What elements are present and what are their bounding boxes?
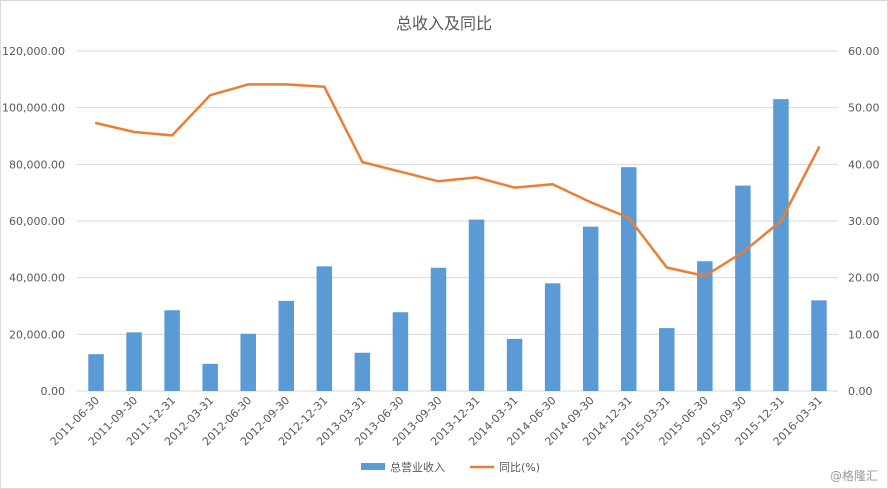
right-tick-label: 10.00	[848, 328, 880, 341]
revenue-bar	[202, 363, 218, 391]
yoy-line	[94, 83, 821, 278]
right-tick-label: 50.00	[848, 102, 880, 115]
revenue-bar	[506, 338, 523, 391]
watermark: @格隆汇	[830, 468, 878, 483]
revenue-bar	[468, 219, 485, 391]
revenue-bar	[697, 261, 713, 391]
yoy-point	[589, 201, 592, 204]
revenue-bar	[811, 300, 827, 391]
x-axis-ticks: 2011-06-302011-09-302011-12-312012-03-31…	[48, 394, 825, 448]
left-tick-label: 60,000.00	[9, 215, 65, 228]
legend-swatch-revenue	[361, 463, 385, 470]
right-axis-ticks: 0.00 10.00 20.00 30.00 40.00 50.00 60.00	[848, 45, 880, 398]
right-tick-label: 60.00	[848, 45, 880, 58]
left-tick-label: 0.00	[41, 385, 66, 398]
yoy-point	[665, 266, 668, 269]
yoy-point	[817, 146, 821, 149]
revenue-bar	[316, 266, 333, 391]
revenue-bar	[544, 283, 561, 391]
left-tick-label: 80,000.00	[9, 158, 65, 171]
legend-label-revenue: 总营业收入	[390, 460, 445, 474]
yoy-point	[779, 219, 783, 223]
yoy-point	[94, 121, 98, 125]
yoy-point	[247, 83, 250, 86]
revenue-bar	[735, 185, 751, 391]
revenue-bar	[659, 328, 675, 391]
yoy-point	[399, 170, 402, 173]
yoy-point	[361, 160, 364, 164]
gridlines	[77, 50, 838, 392]
revenue-bar	[240, 333, 256, 391]
left-axis-ticks: 0.00 20,000.00 40,000.00 60,000.00 80,000.00…	[2, 45, 65, 398]
left-tick-label: 120,000.00	[2, 45, 65, 58]
yoy-point	[741, 250, 745, 254]
revenue-bar	[354, 352, 371, 391]
revenue-bar	[773, 99, 789, 392]
yoy-point	[513, 186, 516, 189]
revenue-bar	[620, 167, 637, 391]
yoy-point	[437, 180, 440, 183]
right-tick-label: 30.00	[848, 215, 880, 228]
yoy-point	[475, 176, 478, 179]
revenue-bar	[164, 310, 180, 391]
left-tick-label: 20,000.00	[9, 328, 65, 341]
revenue-bar	[430, 267, 447, 391]
right-tick-label: 20.00	[848, 272, 880, 285]
yoy-point	[551, 182, 554, 186]
yoy-point	[208, 94, 212, 97]
legend-label-yoy: 同比(%)	[499, 461, 540, 474]
yoy-point	[132, 130, 136, 134]
chart-title: 总收入及同比	[396, 14, 492, 33]
revenue-bars	[88, 99, 827, 392]
yoy-point	[703, 274, 707, 278]
yoy-point	[170, 134, 174, 137]
revenue-bar	[582, 226, 599, 391]
revenue-bar	[126, 332, 142, 391]
left-tick-label: 40,000.00	[9, 272, 65, 285]
yoy-point	[627, 216, 630, 219]
yoy-point	[323, 85, 326, 88]
revenue-bar	[88, 354, 104, 391]
right-tick-label: 0.00	[848, 385, 873, 398]
revenue-bar	[278, 300, 295, 391]
left-tick-label: 100,000.00	[2, 102, 65, 115]
revenue-bar	[392, 312, 409, 391]
right-tick-label: 40.00	[848, 158, 880, 171]
yoy-point	[285, 83, 288, 86]
legend: 总营业收入 同比(%)	[361, 460, 540, 474]
yoy-line-path	[95, 83, 821, 278]
